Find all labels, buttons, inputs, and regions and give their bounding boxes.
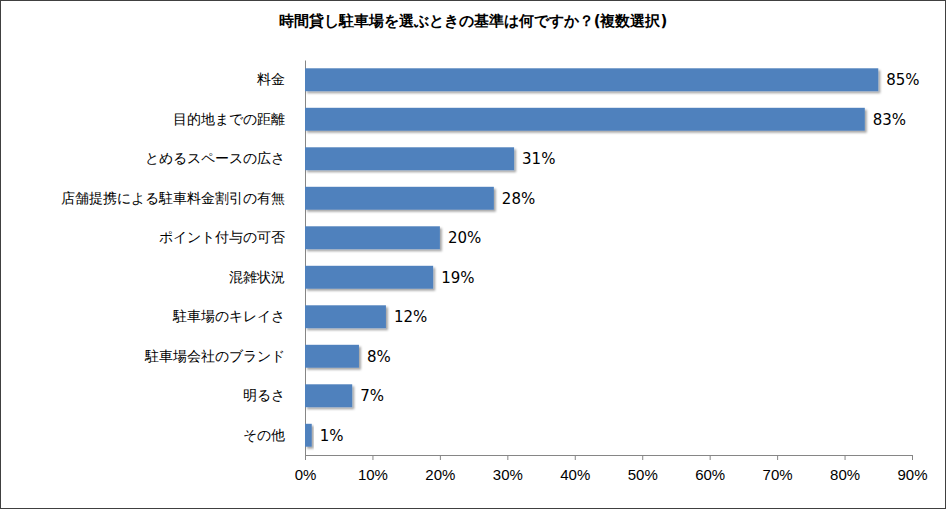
- y-tick-label: 駐車場会社のブランド: [144, 348, 285, 364]
- bars: [305, 68, 878, 446]
- y-tick: ポイント付与の可否: [159, 229, 285, 245]
- x-tick-label: 20%: [425, 466, 455, 483]
- x-tick-mark: [440, 455, 441, 460]
- x-tick-label: 60%: [695, 466, 725, 483]
- x-tick: 0%: [295, 455, 317, 483]
- bar: [305, 266, 433, 289]
- x-tick-label: 30%: [493, 466, 523, 483]
- y-tick-label: 混雑状況: [229, 269, 285, 285]
- y-tick-label: とめるスペースの広さ: [145, 150, 285, 166]
- x-tick-mark: [710, 455, 711, 460]
- x-tick: 40%: [560, 455, 590, 483]
- y-tick: 駐車場のキレイさ: [172, 308, 285, 324]
- data-label: 20%: [448, 229, 481, 247]
- y-tick-label: ポイント付与の可否: [159, 229, 285, 245]
- x-tick: 30%: [493, 455, 523, 483]
- x-tick-label: 10%: [358, 466, 388, 483]
- bar: [305, 108, 865, 131]
- bar: [305, 226, 440, 249]
- y-tick: 店舗提携による駐車料金割引の有無: [61, 190, 285, 206]
- plot: 0% 10% 20% 30% 40% 50% 60% 70% 80% 90% 料金目的地までの距離と…: [61, 61, 928, 483]
- x-tick: 70%: [763, 455, 793, 483]
- bar: [305, 384, 352, 407]
- y-tick: 目的地までの距離: [173, 111, 285, 127]
- x-tick-mark: [575, 455, 576, 460]
- x-tick-mark: [507, 455, 508, 460]
- bar: [305, 345, 359, 368]
- bar: [305, 424, 312, 447]
- x-tick-label: 50%: [628, 466, 658, 483]
- x-tick-label: 80%: [830, 466, 860, 483]
- y-tick: とめるスペースの広さ: [145, 150, 285, 166]
- data-label: 28%: [502, 190, 535, 208]
- chart-frame: [1, 1, 946, 509]
- y-tick: 混雑状況: [229, 269, 285, 285]
- x-tick-mark: [305, 455, 306, 460]
- data-label: 19%: [441, 269, 474, 287]
- y-tick: 料金: [257, 71, 285, 87]
- x-tick: 10%: [358, 455, 388, 483]
- x-axis: 0% 10% 20% 30% 40% 50% 60% 70% 80% 90%: [295, 455, 928, 483]
- x-tick-mark: [372, 455, 373, 460]
- data-labels: 85% 83% 31% 28% 20% 19% 12% 8% 7% 1%: [320, 71, 920, 445]
- y-tick-label: 目的地までの距離: [173, 111, 285, 127]
- data-label: 1%: [320, 427, 344, 445]
- y-tick-label: その他: [243, 427, 285, 443]
- x-tick-label: 0%: [295, 466, 317, 483]
- x-tick: 20%: [425, 455, 455, 483]
- y-tick: その他: [243, 427, 285, 443]
- chart: 時間貸し駐車場を選ぶときの基準は何ですか？(複数選択) 0% 10% 20% 30% 40…: [0, 0, 946, 509]
- x-tick-mark: [642, 455, 643, 460]
- bar: [305, 147, 514, 170]
- x-tick-label: 90%: [897, 466, 927, 483]
- data-label: 12%: [394, 308, 427, 326]
- data-label: 31%: [522, 150, 555, 168]
- x-tick: 50%: [628, 455, 658, 483]
- y-tick-label: 店舗提携による駐車料金割引の有無: [61, 190, 285, 206]
- y-tick: 明るさ: [243, 387, 285, 403]
- x-tick-mark: [912, 455, 913, 460]
- bar: [305, 305, 386, 328]
- y-tick: 駐車場会社のブランド: [144, 348, 285, 364]
- x-axis-line: [306, 456, 913, 461]
- x-tick: 60%: [695, 455, 725, 483]
- x-tick-label: 70%: [763, 466, 793, 483]
- x-tick-mark: [845, 455, 846, 460]
- y-tick-label: 料金: [257, 71, 285, 87]
- y-tick-label: 駐車場のキレイさ: [172, 308, 285, 324]
- x-tick-mark: [777, 455, 778, 460]
- x-tick-label: 40%: [560, 466, 590, 483]
- bar: [305, 187, 494, 210]
- title: 時間貸し駐車場を選ぶときの基準は何ですか？(複数選択): [279, 12, 668, 30]
- x-tick: 80%: [830, 455, 860, 483]
- y-axis: 料金目的地までの距離とめるスペースの広さ店舗提携による駐車料金割引の有無ポイント…: [61, 61, 306, 456]
- data-label: 83%: [873, 111, 906, 129]
- x-tick: 90%: [897, 455, 927, 483]
- data-label: 8%: [367, 348, 391, 366]
- bar: [305, 68, 878, 91]
- y-tick-label: 明るさ: [243, 387, 285, 403]
- data-label: 85%: [886, 71, 919, 89]
- data-label: 7%: [360, 387, 384, 405]
